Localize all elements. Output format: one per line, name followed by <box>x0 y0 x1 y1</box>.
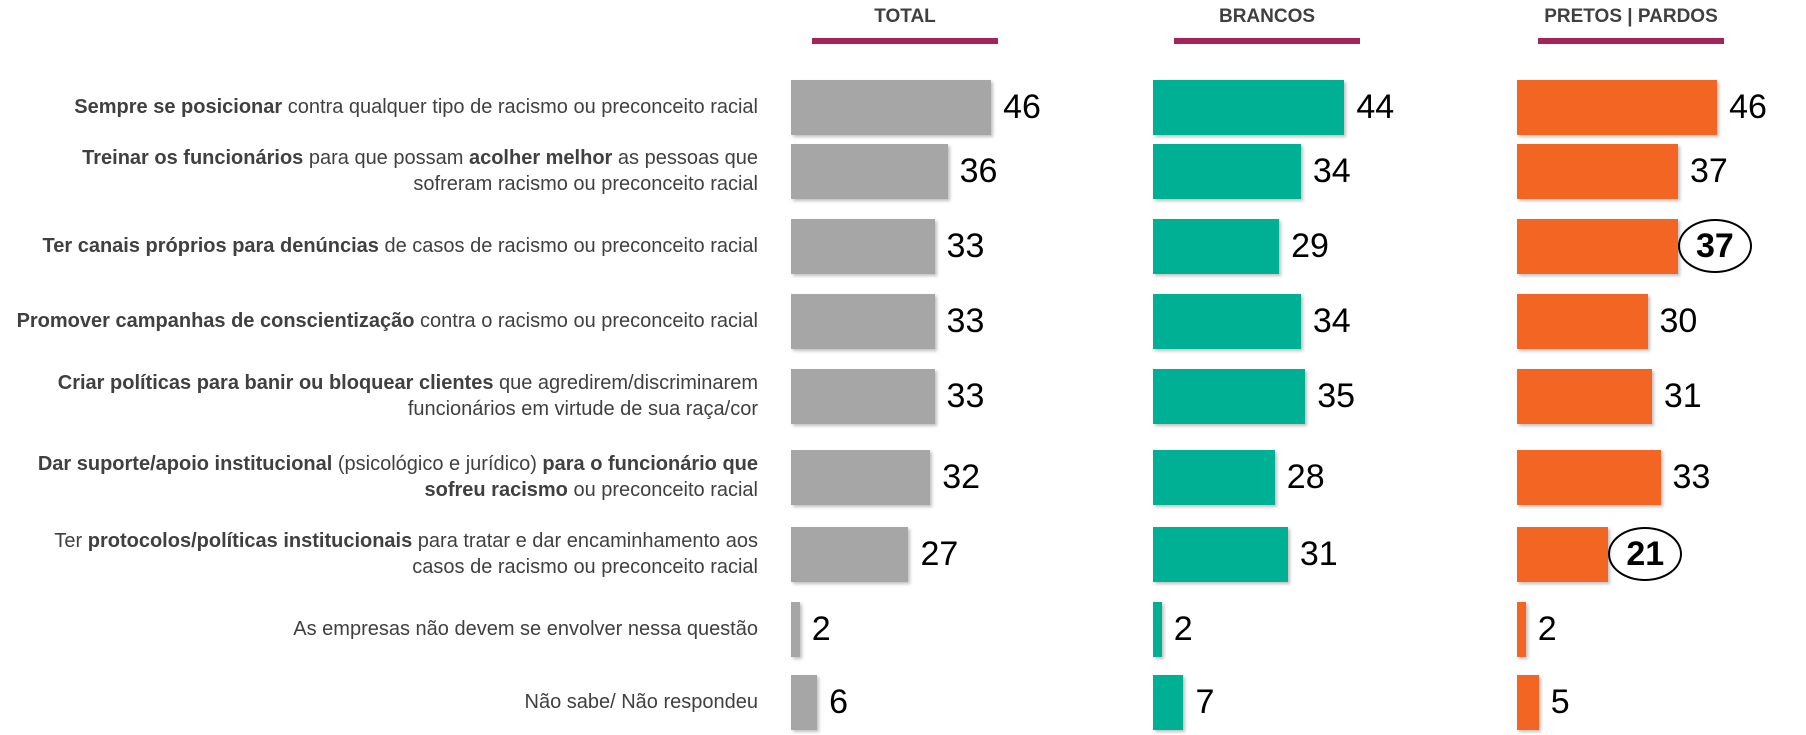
value-label: 31 <box>1663 377 1702 415</box>
category-label: Ter protocolos/políticas institucionais … <box>0 528 758 580</box>
label-segment: de casos de racismo ou preconceito racia… <box>378 235 758 257</box>
bar <box>1153 602 1162 657</box>
panel-header: BRANCOS <box>1218 6 1316 27</box>
header-rule <box>812 38 998 44</box>
value-label: 46 <box>1729 88 1767 126</box>
value-label: 34 <box>1312 302 1351 340</box>
value-label: 35 <box>1317 377 1356 415</box>
label-segment: protocolos/políticas institucionais <box>87 530 413 552</box>
value-label: 28 <box>1286 458 1325 496</box>
bar <box>791 527 909 582</box>
bar <box>791 450 931 505</box>
header-rule <box>1538 38 1724 44</box>
bar <box>1153 450 1275 505</box>
label-segment: Não sabe/ Não respondeu <box>524 691 759 713</box>
category-label: Criar políticas para banir ou bloquear c… <box>0 370 758 422</box>
category-label: Ter canais próprios para denúncias de ca… <box>0 233 759 259</box>
bar <box>791 219 935 274</box>
category-label: Sempre se posicionar contra qualquer tip… <box>0 94 758 120</box>
value-label: 33 <box>1672 458 1711 496</box>
value-label: 31 <box>1299 535 1338 573</box>
bar <box>1153 369 1306 424</box>
label-segment: As empresas não devem se envolver nessa … <box>293 618 758 640</box>
value-label: 27 <box>920 535 959 573</box>
category-label: Promover campanhas de conscientização co… <box>0 308 758 334</box>
bar <box>791 369 935 424</box>
label-segment: acolher melhor <box>468 147 613 169</box>
label-segment: para tratar e dar encaminhamento aos cas… <box>412 530 758 578</box>
bar <box>791 144 948 199</box>
label-segment: as pessoas que sofreram racismo ou preco… <box>413 147 758 195</box>
panel-header: TOTAL <box>874 6 936 27</box>
value-label: 29 <box>1291 227 1329 265</box>
label-segment: Dar suporte/apoio institucional <box>37 453 333 475</box>
label-segment: Promover campanhas de conscientização <box>16 310 415 332</box>
panel-header: PRETOS | PARDOS <box>1544 6 1718 27</box>
value-label: 2 <box>811 610 831 648</box>
bar <box>1517 450 1661 505</box>
value-label: 46 <box>1003 88 1041 126</box>
bar <box>791 80 992 135</box>
value-label: 34 <box>1312 152 1351 190</box>
category-label: Não sabe/ Não respondeu <box>0 689 759 715</box>
bar <box>1153 80 1345 135</box>
label-segment: ou preconceito racial <box>567 479 758 501</box>
value-label: 44 <box>1356 88 1395 126</box>
value-label: 7 <box>1195 683 1215 721</box>
bar <box>1153 675 1184 730</box>
value-label: 37 <box>1689 152 1728 190</box>
value-label: 32 <box>942 458 981 496</box>
bar <box>1517 294 1648 349</box>
bar <box>1153 219 1280 274</box>
value-label: 36 <box>959 152 998 190</box>
bar <box>791 294 935 349</box>
value-label: 5 <box>1550 683 1570 721</box>
value-label: 21 <box>1608 527 1683 581</box>
bar <box>1153 144 1301 199</box>
label-segment: Treinar os funcionários <box>82 147 304 169</box>
value-label: 2 <box>1173 610 1193 648</box>
bar <box>791 675 818 730</box>
bar <box>1517 602 1526 657</box>
label-segment: Criar políticas para banir ou bloquear c… <box>57 372 494 394</box>
value-label: 2 <box>1537 610 1557 648</box>
value-label: 6 <box>829 683 849 721</box>
label-segment: Ter <box>54 530 88 552</box>
bar <box>1517 369 1652 424</box>
bar <box>791 602 800 657</box>
bar <box>1153 294 1301 349</box>
label-segment: Ter canais próprios para denúncias <box>42 235 379 257</box>
label-segment: para o funcionário que sofreu racismo <box>424 453 759 501</box>
label-segment: para que possam <box>303 147 469 169</box>
category-label: Dar suporte/apoio institucional (psicoló… <box>0 451 758 503</box>
value-label: 37 <box>1677 219 1752 273</box>
label-segment: que agredirem/discriminarem funcionários… <box>407 372 758 420</box>
bar <box>1517 144 1678 199</box>
bar <box>1517 80 1718 135</box>
value-label: 33 <box>946 377 985 415</box>
label-segment: contra o racismo ou preconceito racial <box>414 310 758 332</box>
bar <box>1517 219 1678 274</box>
label-segment: Sempre se posicionar <box>74 96 283 118</box>
value-label: 33 <box>946 227 985 265</box>
value-label: 30 <box>1659 302 1698 340</box>
bar <box>1517 527 1609 582</box>
header-rule <box>1174 38 1360 44</box>
label-segment: contra qualquer tipo de racismo ou preco… <box>282 96 758 118</box>
category-label: Treinar os funcionários para que possam … <box>0 145 758 197</box>
label-segment: (psicológico e jurídico) <box>332 453 543 475</box>
bar <box>1153 527 1288 582</box>
category-label: As empresas não devem se envolver nessa … <box>0 616 758 642</box>
bar <box>1517 675 1539 730</box>
value-label: 33 <box>946 302 985 340</box>
